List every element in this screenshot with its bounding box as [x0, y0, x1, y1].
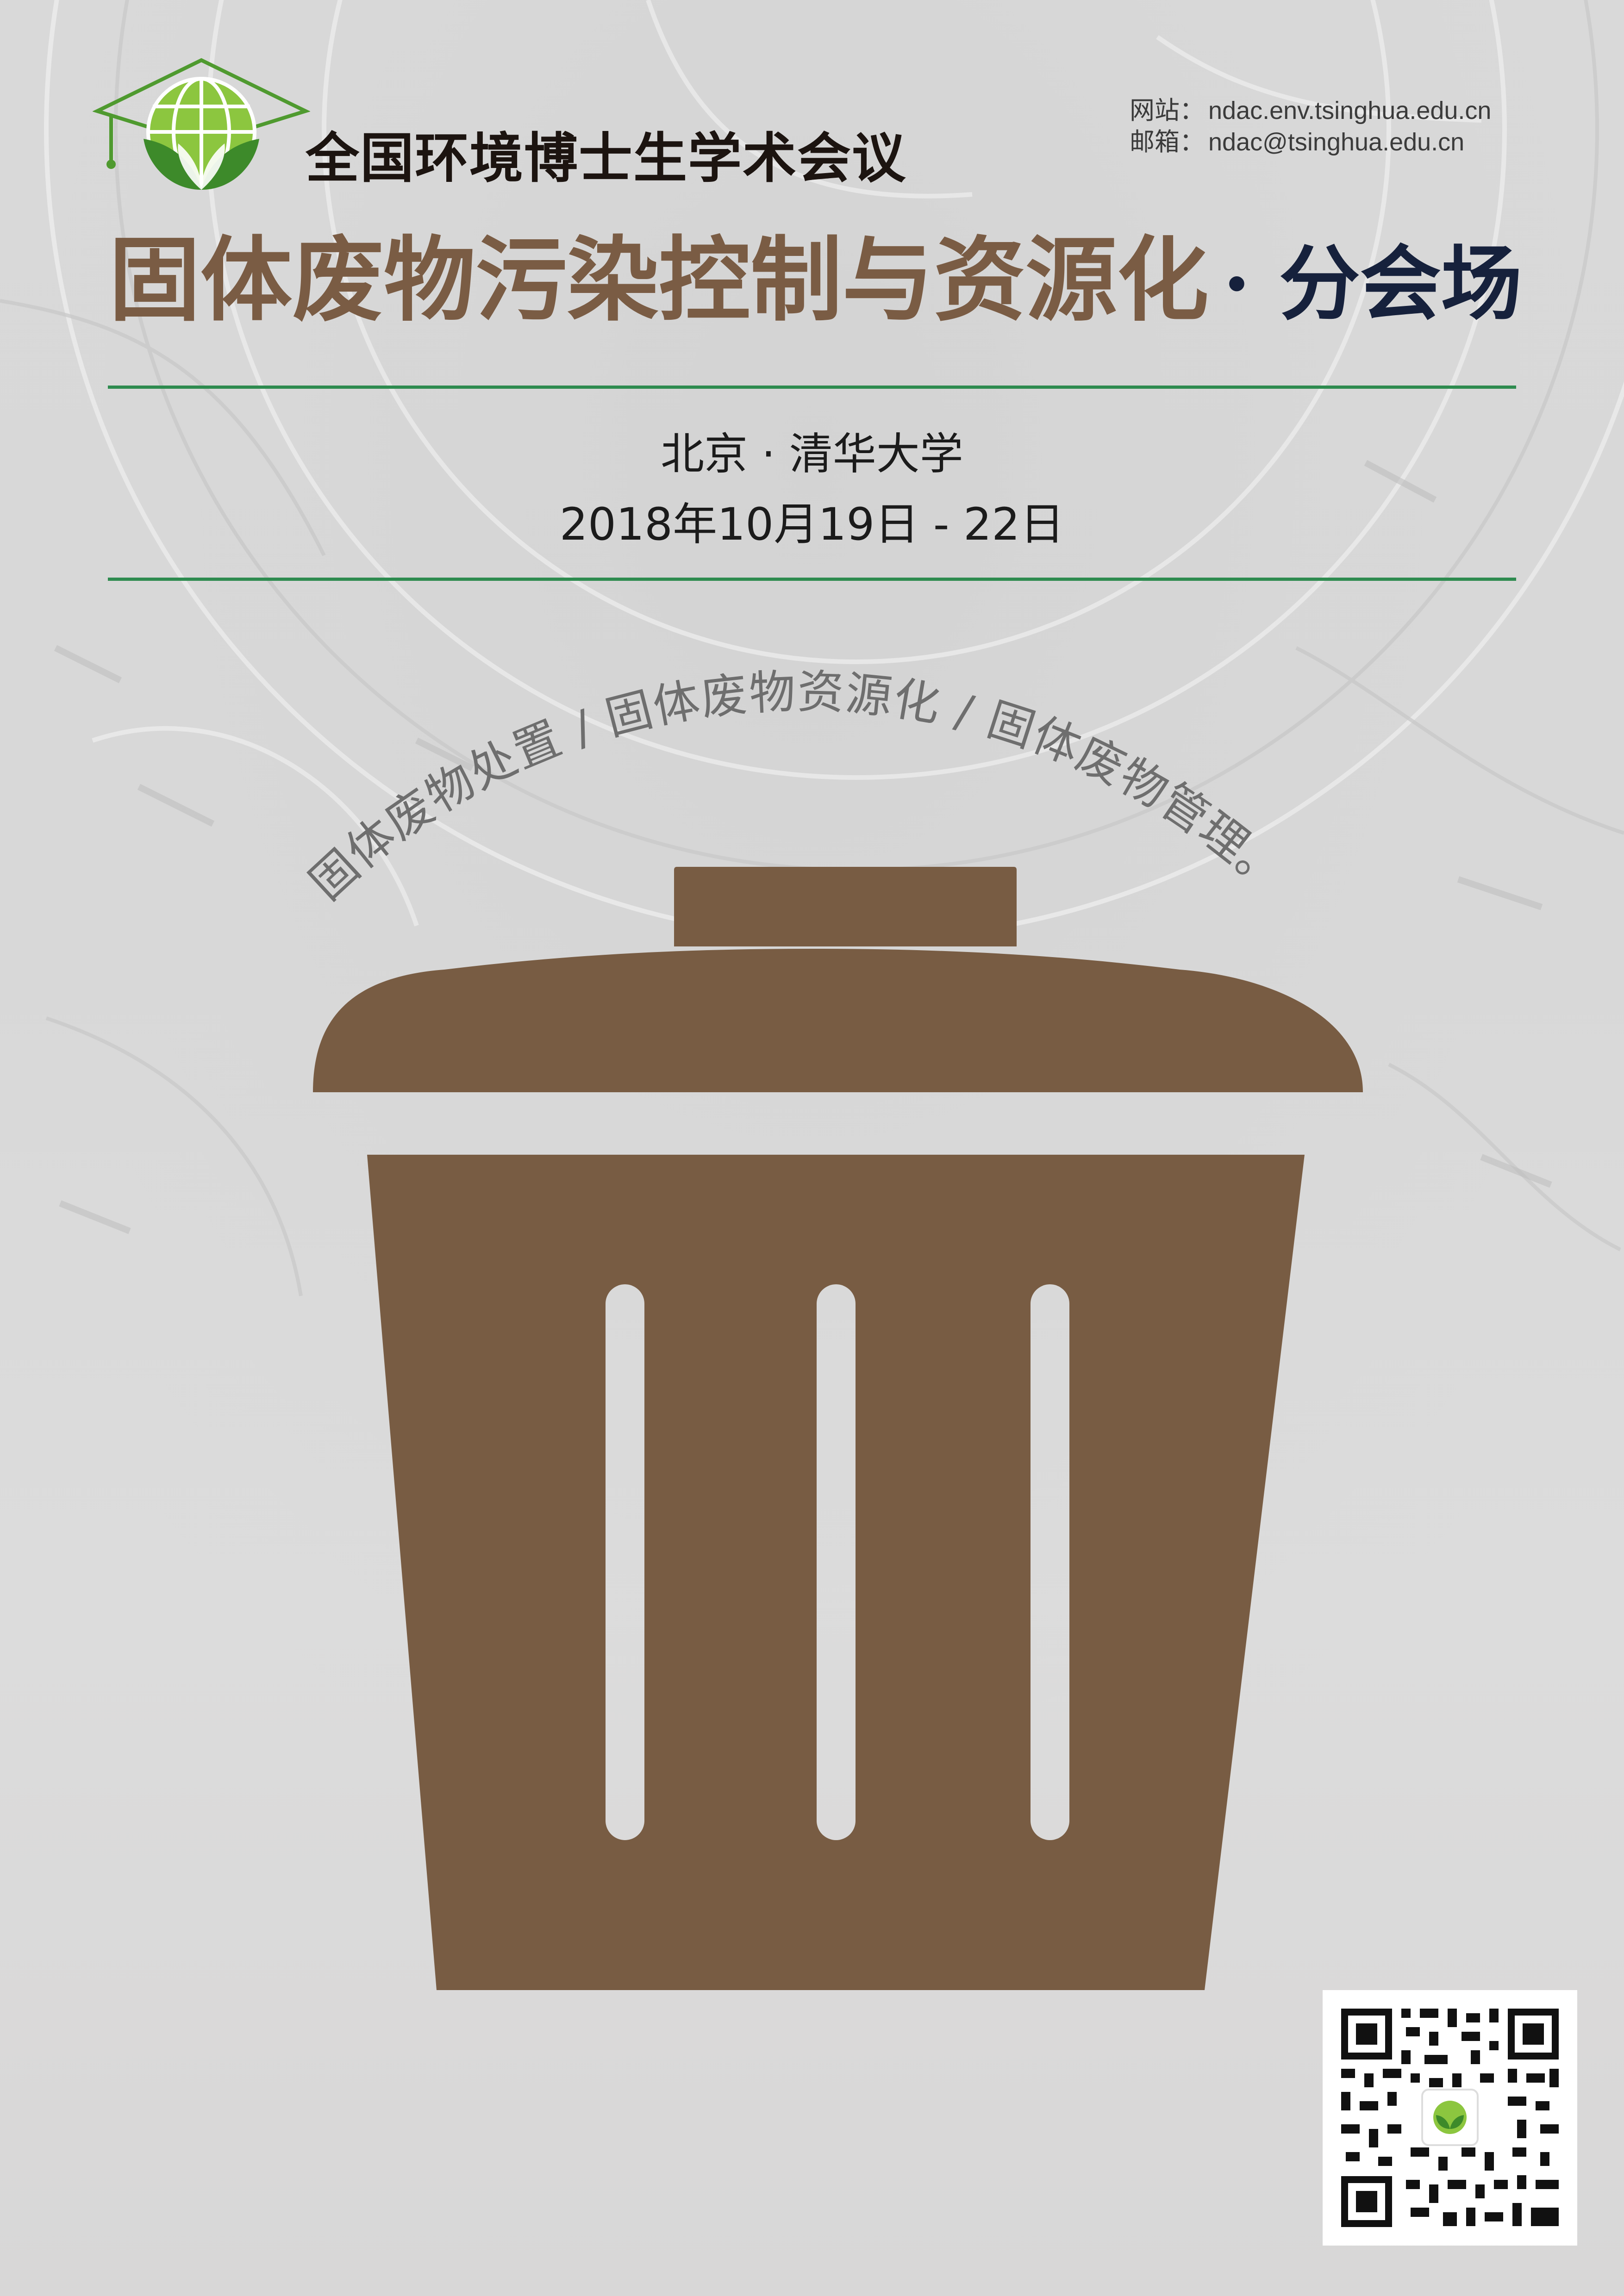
contact-info: 网站： ndac.env.tsinghua.edu.cn 邮箱： ndac@tsin…	[1130, 95, 1491, 158]
qr-code-icon[interactable]	[1323, 1990, 1577, 2246]
trash-bin-icon	[313, 867, 1363, 1990]
email-line: 邮箱： ndac@tsinghua.edu.cn	[1130, 126, 1491, 158]
top-divider	[108, 386, 1516, 389]
email-label: 邮箱：	[1130, 128, 1205, 156]
session-title-main: 固体废物污染控制与资源化	[109, 226, 1209, 334]
session-title-sub: · 分会场	[1223, 236, 1522, 331]
bottom-divider	[108, 578, 1516, 581]
website-link[interactable]: ndac.env.tsinghua.edu.cn	[1208, 97, 1492, 124]
website-label: 网站：	[1130, 97, 1205, 124]
website-line: 网站： ndac.env.tsinghua.edu.cn	[1130, 95, 1491, 126]
conference-name: 全国环境博士生学术会议	[306, 127, 906, 190]
session-title: 固体废物污染控制与资源化 · 分会场	[109, 224, 1522, 340]
event-dates: 2018年10月19日 - 22日	[559, 498, 1065, 550]
globe-graduation-cap-leaf-logo-icon	[93, 58, 310, 190]
event-location: 北京 · 清华大学	[661, 429, 963, 479]
email-link[interactable]: ndac@tsinghua.edu.cn	[1208, 128, 1465, 156]
